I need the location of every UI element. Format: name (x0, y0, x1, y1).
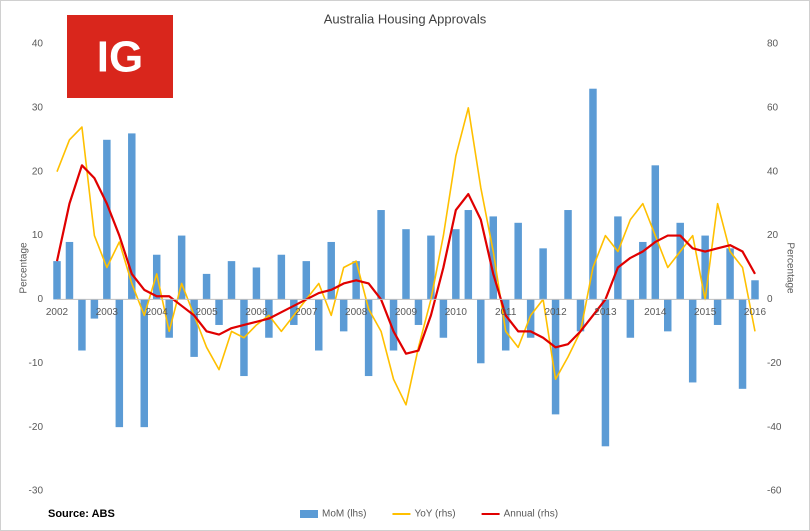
y-tick-label: 40 (32, 39, 44, 50)
y-axis-label: Percentage (19, 242, 30, 294)
bar (614, 216, 622, 300)
y2-tick-label: -40 (767, 422, 782, 433)
bar (427, 235, 435, 300)
y2-axis-label: Percentage (784, 242, 795, 294)
logo-box (67, 15, 173, 98)
y2-tick-label: 80 (767, 39, 779, 50)
y-tick-label: -10 (29, 358, 44, 369)
x-tick-label: 2005 (195, 307, 218, 318)
y2-tick-label: 0 (767, 294, 773, 305)
y2-tick-label: -60 (767, 486, 782, 497)
bar (639, 241, 647, 300)
x-tick-label: 2012 (544, 307, 567, 318)
bar (751, 280, 759, 300)
x-tick-label: 2015 (694, 307, 717, 318)
bar (215, 299, 223, 325)
bar (564, 210, 572, 300)
bar (701, 235, 709, 300)
bar (477, 299, 485, 364)
bar (190, 299, 198, 357)
bar (738, 299, 747, 389)
bar (713, 299, 722, 325)
y-tick-label: 20 (32, 166, 44, 177)
bar (53, 261, 61, 300)
x-tick-label: 2007 (295, 307, 318, 318)
bar (589, 88, 597, 300)
bar (339, 299, 348, 332)
x-tick-label: 2008 (345, 307, 368, 318)
y-tick-label: -30 (29, 486, 44, 497)
legend-label: Annual (rhs) (504, 509, 558, 520)
legend-label: MoM (lhs) (322, 509, 366, 520)
bar (302, 261, 311, 300)
bar (364, 299, 373, 377)
bar (103, 139, 111, 300)
bar (576, 299, 585, 332)
bar (626, 299, 635, 338)
bar (551, 299, 560, 415)
bar (414, 299, 423, 325)
bar (90, 299, 99, 319)
bar (65, 241, 74, 300)
y-tick-label: 10 (32, 230, 44, 241)
x-tick-label: 2010 (445, 307, 468, 318)
logo: IG (97, 33, 143, 82)
x-tick-label: 2002 (46, 307, 69, 318)
source: Source: ABS (48, 508, 115, 520)
bar (227, 261, 236, 300)
bar (140, 299, 148, 428)
line (56, 107, 756, 406)
bar (651, 165, 660, 300)
x-tick-label: 2009 (395, 307, 418, 318)
bar (676, 222, 684, 300)
bar (128, 133, 136, 300)
bar (539, 248, 547, 300)
bar (327, 241, 335, 300)
x-tick-label: 2013 (594, 307, 617, 318)
chart-title: Australia Housing Approvals (324, 11, 487, 26)
y-tick-label: -20 (29, 422, 44, 433)
x-tick-label: 2006 (245, 307, 268, 318)
bar (202, 273, 211, 300)
bar (165, 299, 173, 338)
bar (688, 299, 697, 383)
y-tick-label: 0 (37, 294, 43, 305)
bar (601, 299, 610, 447)
bar (290, 299, 298, 325)
y2-tick-label: -20 (767, 358, 782, 369)
bar (78, 299, 86, 351)
bar (277, 254, 286, 300)
bar (252, 267, 261, 300)
bar (501, 299, 510, 351)
bar (726, 248, 734, 300)
bar (526, 299, 535, 338)
bar (464, 210, 473, 300)
bar (664, 299, 672, 332)
x-tick-label: 2003 (96, 307, 119, 318)
legend-swatch (300, 510, 318, 518)
legend-label: YoY (rhs) (414, 509, 455, 520)
y2-tick-label: 60 (767, 102, 779, 113)
bar (115, 299, 124, 428)
bar (389, 299, 398, 351)
y-tick-label: 30 (32, 102, 44, 113)
bar (377, 210, 385, 300)
bar (177, 235, 186, 300)
bar (315, 299, 323, 351)
x-tick-label: 2016 (744, 307, 767, 318)
x-tick-label: 2011 (495, 307, 517, 318)
bar (402, 229, 410, 300)
y2-tick-label: 20 (767, 230, 779, 241)
bar (439, 299, 448, 338)
y2-tick-label: 40 (767, 166, 779, 177)
bar (452, 229, 460, 300)
x-tick-label: 2014 (644, 307, 667, 318)
bar (514, 222, 522, 300)
bar (489, 216, 497, 300)
x-tick-label: 2004 (146, 307, 169, 318)
